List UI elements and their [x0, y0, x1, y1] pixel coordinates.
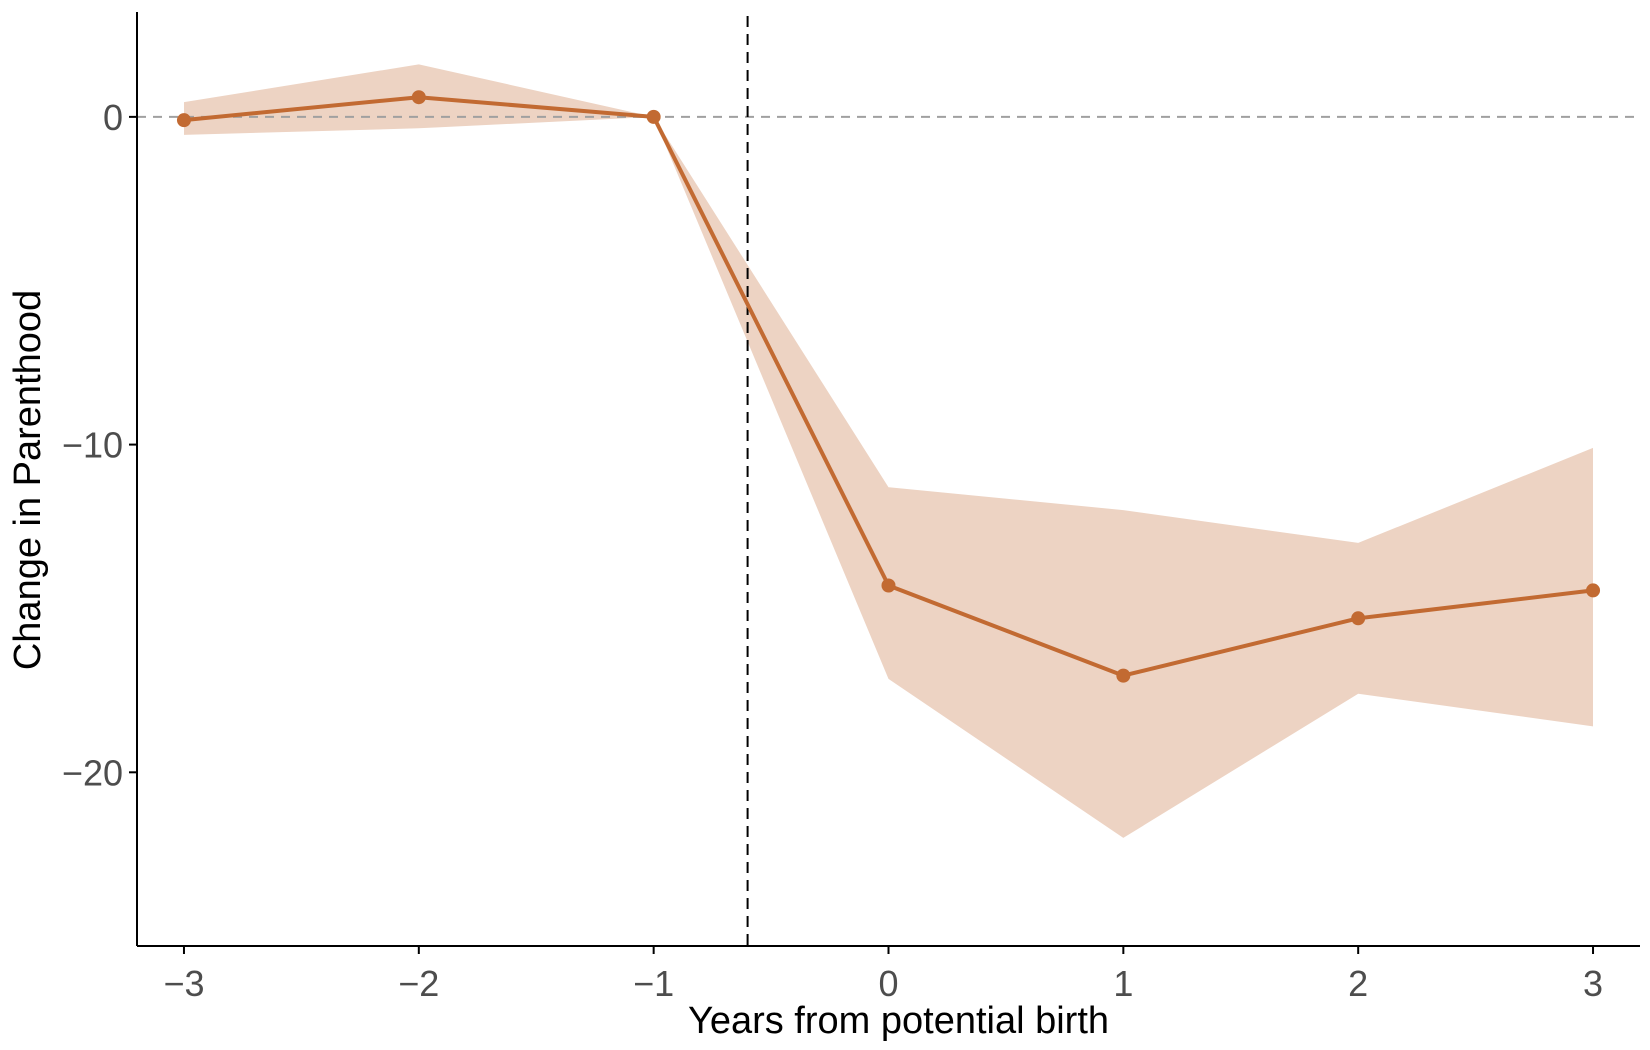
x-tick-label: 0	[878, 963, 898, 1004]
x-tick-label: −3	[163, 963, 204, 1004]
x-tick-label: −1	[633, 963, 674, 1004]
plot-panel	[137, 16, 1640, 946]
y-tick-label: −10	[62, 425, 123, 466]
data-point	[881, 578, 896, 593]
data-points	[176, 90, 1601, 683]
data-point	[1116, 668, 1131, 683]
data-point	[1586, 583, 1601, 598]
y-tick-label: −20	[62, 752, 123, 793]
x-tick-label: −2	[398, 963, 439, 1004]
y-axis-title: Change in Parenthood	[7, 290, 49, 670]
y-axis: 0 −10 −20	[62, 12, 138, 946]
y-axis-ticks: 0 −10 −20	[62, 97, 137, 793]
y-tick-label: 0	[103, 97, 123, 138]
data-point	[646, 109, 661, 124]
data-point	[1351, 611, 1366, 626]
data-point	[411, 90, 426, 105]
x-axis-ticks: −3 −2 −1 0 1 2 3	[163, 946, 1603, 1004]
x-axis: −3 −2 −1 0 1 2 3	[137, 945, 1640, 1004]
data-point	[176, 113, 191, 128]
x-tick-label: 1	[1113, 963, 1133, 1004]
x-tick-label: 3	[1583, 963, 1603, 1004]
x-axis-title: Years from potential birth	[688, 1000, 1109, 1042]
confidence-band	[184, 64, 1593, 838]
x-tick-label: 2	[1348, 963, 1368, 1004]
